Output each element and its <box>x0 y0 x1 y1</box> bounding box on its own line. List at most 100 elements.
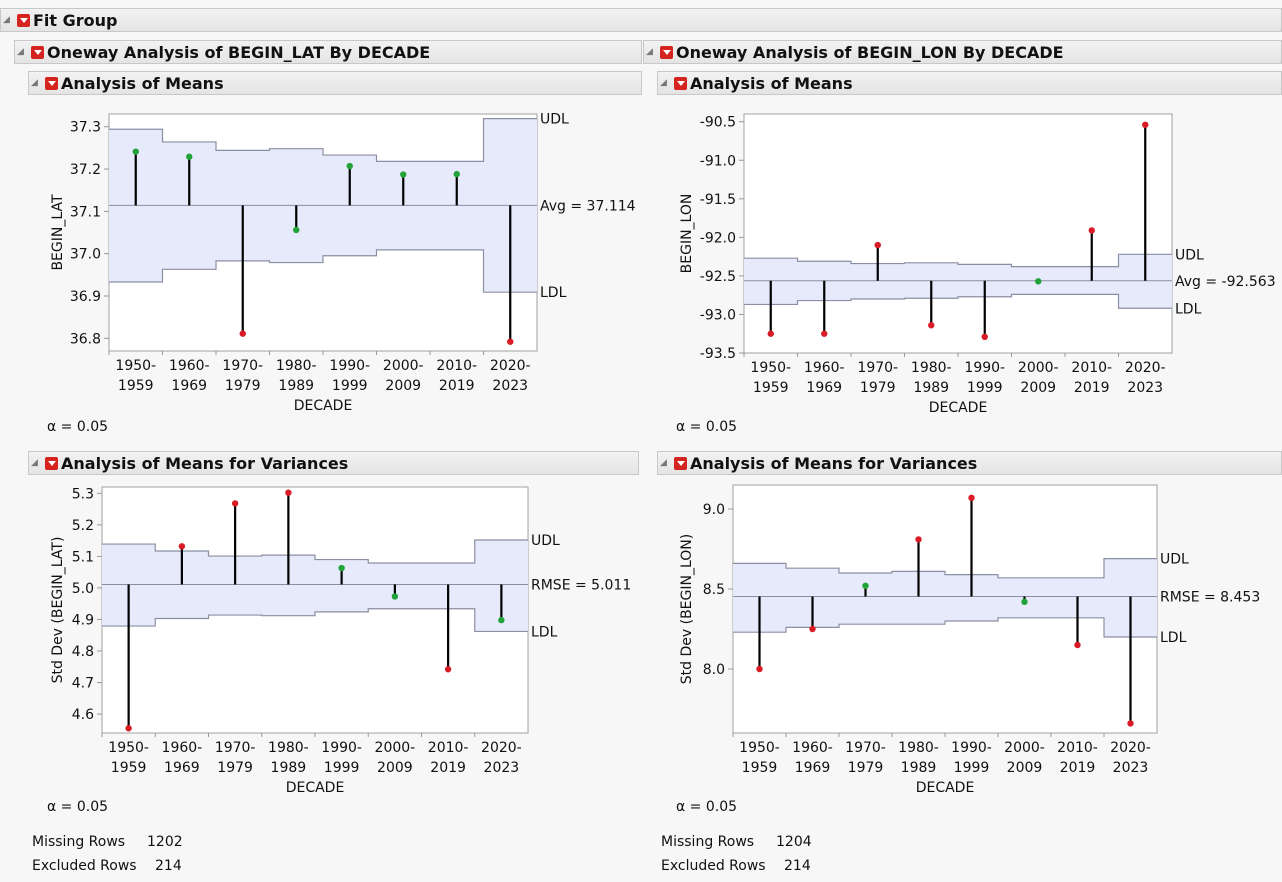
y-tick-label-0: 4.6 <box>72 707 94 723</box>
oneway-lon-title: Oneway Analysis of BEGIN_LON By DECADE <box>676 42 1064 62</box>
y-tick-label-3: 4.9 <box>72 612 94 628</box>
red-triangle-menu-icon[interactable] <box>45 76 58 90</box>
udl-line <box>744 253 1172 268</box>
point-2 <box>862 582 869 589</box>
point-0 <box>767 330 774 337</box>
y-tick-label-2: 9.0 <box>703 502 725 518</box>
x-tick-label-2: 1970- <box>845 740 886 756</box>
x-tick-label-0-b: 1959 <box>118 378 154 394</box>
lat-variances-title: Analysis of Means for Variances <box>61 453 349 473</box>
decision-band <box>744 254 1172 309</box>
oneway-lat-header[interactable]: ◢ Oneway Analysis of BEGIN_LAT By DECADE <box>14 40 642 64</box>
y-tick-label-1: -93.0 <box>700 307 736 323</box>
x-axis-label: DECADE <box>286 780 345 796</box>
collapse-triangle-icon[interactable]: ◢ <box>3 15 10 25</box>
y-tick-label-6: 5.2 <box>72 518 94 534</box>
y-axis-label: BEGIN_LON <box>679 194 695 274</box>
point-3 <box>928 322 935 329</box>
collapse-triangle-icon[interactable]: ◢ <box>660 458 667 468</box>
x-tick-label-1: 1960- <box>792 740 833 756</box>
y-axis-label: BEGIN_LAT <box>50 194 66 271</box>
point-5 <box>391 593 399 600</box>
x-tick-label-4-b: 1999 <box>332 378 368 394</box>
lat-variances-alpha: α = 0.05 <box>47 799 109 815</box>
collapse-triangle-icon[interactable]: ◢ <box>646 47 653 57</box>
x-tick-label-1: 1960- <box>162 740 203 756</box>
x-tick-label-0: 1950- <box>115 358 156 374</box>
lat-means-header[interactable]: ◢ Analysis of Means <box>28 71 642 95</box>
red-triangle-menu-icon[interactable] <box>17 13 30 27</box>
lon-means-header[interactable]: ◢ Analysis of Means <box>657 71 1282 95</box>
x-tick-label-5-b: 2009 <box>377 760 413 776</box>
x-tick-label-6-b: 2019 <box>1060 760 1096 776</box>
x-axis-label: DECADE <box>916 780 975 796</box>
x-tick-label-6: 2010- <box>428 740 469 756</box>
red-triangle-menu-icon[interactable] <box>45 456 58 470</box>
collapse-triangle-icon[interactable]: ◢ <box>31 78 38 88</box>
x-tick-label-5: 2000- <box>1004 740 1045 756</box>
red-triangle-menu-icon[interactable] <box>674 456 687 470</box>
x-tick-label-6: 2010- <box>436 358 477 374</box>
point-6 <box>1088 227 1095 234</box>
x-tick-label-1-b: 1969 <box>171 378 207 394</box>
point-0 <box>756 665 763 673</box>
lon-variances-alpha: α = 0.05 <box>676 799 738 815</box>
y-tick-label-0: 8.0 <box>703 662 725 678</box>
ldl-label: LDL <box>1175 301 1202 317</box>
lat-excluded-rows-value: 214 <box>155 858 182 874</box>
point-6 <box>444 666 452 673</box>
lon-missing-rows-label: Missing Rows <box>661 834 755 850</box>
point-1 <box>186 153 193 160</box>
x-tick-label-5-b: 2009 <box>1020 380 1056 396</box>
fit-group-title: Fit Group <box>33 10 118 30</box>
x-tick-label-7-b: 2023 <box>484 760 520 776</box>
collapse-triangle-icon[interactable]: ◢ <box>17 47 24 57</box>
x-tick-label-0: 1950- <box>750 360 791 376</box>
udl-line <box>733 558 1157 579</box>
center-label: Avg = 37.114 <box>540 198 636 214</box>
oneway-lon-header[interactable]: ◢ Oneway Analysis of BEGIN_LON By DECADE <box>643 40 1282 64</box>
x-tick-label-1: 1960- <box>804 360 845 376</box>
point-2 <box>231 500 239 507</box>
point-3 <box>293 226 300 234</box>
ldl-label: LDL <box>1160 630 1187 646</box>
lon-excluded-rows-label: Excluded Rows <box>661 858 766 874</box>
x-tick-label-0: 1950- <box>739 740 780 756</box>
point-1 <box>821 330 828 337</box>
x-tick-label-4-b: 1999 <box>967 380 1003 396</box>
point-5 <box>400 171 407 178</box>
x-tick-label-0: 1950- <box>108 740 149 756</box>
point-7 <box>1142 121 1149 128</box>
lat-variances-header[interactable]: ◢ Analysis of Means for Variances <box>28 451 639 475</box>
collapse-triangle-icon[interactable]: ◢ <box>31 458 38 468</box>
y-tick-label-5: 5.1 <box>72 549 94 565</box>
fit-group-header[interactable]: ◢ Fit Group <box>0 8 1282 32</box>
red-triangle-menu-icon[interactable] <box>31 45 44 59</box>
oneway-lat-title: Oneway Analysis of BEGIN_LAT By DECADE <box>47 42 431 62</box>
x-tick-label-6-b: 2019 <box>1074 380 1110 396</box>
x-tick-label-7: 2020- <box>1125 360 1166 376</box>
red-triangle-menu-icon[interactable] <box>674 76 687 90</box>
red-triangle-menu-icon[interactable] <box>660 45 673 59</box>
x-tick-label-7: 2020- <box>481 740 522 756</box>
x-tick-label-3: 1980- <box>898 740 939 756</box>
x-tick-label-6-b: 2019 <box>439 378 475 394</box>
x-tick-label-5-b: 2009 <box>1007 760 1043 776</box>
x-tick-label-5: 2000- <box>375 740 416 756</box>
x-tick-label-0-b: 1959 <box>742 760 778 776</box>
udl-label: UDL <box>531 533 560 549</box>
lat-means-title: Analysis of Means <box>61 73 224 93</box>
lon-excluded-rows-value: 214 <box>784 858 811 874</box>
y-tick-label-7: 5.3 <box>72 486 94 502</box>
lon-variances-header[interactable]: ◢ Analysis of Means for Variances <box>657 451 1282 475</box>
udl-label: UDL <box>1175 247 1204 263</box>
x-tick-label-1-b: 1969 <box>164 760 200 776</box>
lon-means-alpha: α = 0.05 <box>676 419 738 435</box>
udl-label: UDL <box>1160 552 1189 568</box>
lon-means-title: Analysis of Means <box>690 73 853 93</box>
point-4 <box>968 494 975 501</box>
y-tick-label-4: 37.2 <box>70 162 101 178</box>
collapse-triangle-icon[interactable]: ◢ <box>660 78 667 88</box>
x-tick-label-7: 2020- <box>490 358 531 374</box>
